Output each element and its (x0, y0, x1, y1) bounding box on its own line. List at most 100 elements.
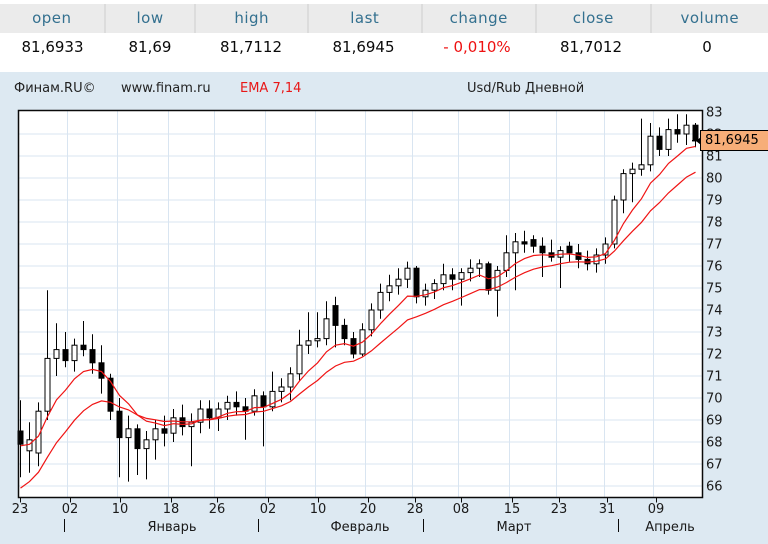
volume-value: 0 (702, 38, 712, 56)
open-value: 81,6933 (21, 38, 84, 56)
y-axis-label: 71 (706, 370, 723, 385)
close-value: 81,7012 (559, 38, 623, 56)
candle-body (638, 164, 645, 170)
candle-body (143, 439, 150, 450)
change-value: - 0,010% (443, 38, 511, 56)
quote-col-high: high (196, 4, 307, 33)
candle-body (431, 283, 438, 291)
candle-body (53, 349, 60, 359)
quote-col-open: open (0, 4, 104, 33)
candle-body (683, 124, 690, 135)
y-axis-label: 76 (706, 260, 723, 275)
plot-border (17, 109, 704, 499)
candle-body (206, 408, 213, 419)
quote-col-volume: volume (651, 4, 768, 33)
month-label: Февраль (330, 520, 389, 535)
y-axis-label: 72 (706, 348, 723, 363)
candle-body (566, 245, 573, 254)
candle-body (116, 410, 123, 439)
candle-body (611, 199, 618, 245)
ema-indicator-label: EMA 7,14 (240, 81, 302, 96)
candle-body (269, 390, 276, 408)
candle-body (62, 349, 69, 362)
x-axis-label: 10 (112, 502, 129, 517)
candle-body (458, 272, 465, 280)
candle-body (332, 305, 339, 326)
candle-body (224, 401, 231, 410)
candle-body (512, 241, 519, 254)
candle-body (647, 135, 654, 166)
x-axis-label: 02 (62, 502, 79, 517)
candle-body (314, 338, 321, 342)
candle-body (503, 252, 510, 271)
candle-body (395, 278, 402, 287)
candle-body (161, 428, 168, 434)
candle-body (593, 254, 600, 265)
plot-area (18, 110, 703, 498)
candle-body (674, 129, 681, 135)
finam-site-link[interactable]: www.finam.ru (121, 81, 211, 96)
x-axis-label: 15 (504, 502, 521, 517)
candle-body (98, 362, 105, 379)
month-label: Март (496, 520, 531, 535)
candle-body (296, 344, 303, 375)
candle-body (494, 269, 501, 291)
candle-body (521, 241, 528, 245)
candle-body (656, 135, 663, 150)
low-value: 81,69 (128, 38, 172, 56)
month-label: Январь (147, 520, 196, 535)
x-axis-label: 23 (551, 502, 568, 517)
candle-body (440, 274, 447, 285)
candle-body (125, 428, 132, 439)
last-value: 81,6945 (332, 38, 395, 56)
y-axis-label: 77 (706, 238, 723, 253)
candle-body (26, 439, 33, 452)
month-label: Апрель (645, 520, 695, 535)
high-value: 81,7112 (219, 38, 283, 56)
quote-values-row: 81,6933 81,69 81,7112 81,6945 - 0,010% 8… (0, 33, 768, 63)
x-axis-label: 02 (260, 502, 277, 517)
x-axis-label: 09 (648, 502, 665, 517)
candle-body (44, 357, 51, 412)
candle-body (107, 377, 114, 412)
candle-body (287, 373, 294, 388)
candle-body (170, 417, 177, 434)
y-axis-label: 81 (706, 150, 723, 165)
quote-col-close: close (537, 4, 650, 33)
candle-body (152, 428, 159, 441)
quote-col-change: change (422, 4, 536, 33)
y-axis-label: 73 (706, 326, 723, 341)
y-axis-label: 83 (706, 106, 723, 121)
candle-body (71, 344, 78, 362)
candle-body (323, 318, 330, 340)
candle-body (233, 401, 240, 408)
candle-body (629, 168, 636, 175)
y-axis-label: 68 (706, 436, 723, 451)
x-axis-label: 20 (360, 502, 377, 517)
candle-body (485, 263, 492, 291)
candle-body (134, 428, 141, 450)
candle-body (305, 340, 312, 346)
candle-body (377, 291, 384, 311)
candle-body (404, 267, 411, 280)
ema14-line (20, 171, 696, 489)
candle-body (386, 285, 393, 293)
candle-body (476, 263, 483, 269)
candle-body (539, 245, 546, 254)
candle-body (413, 267, 420, 298)
x-axis-label: 28 (407, 502, 424, 517)
ema7-line (20, 145, 696, 447)
x-axis-label: 18 (163, 502, 180, 517)
quote-col-last: last (308, 4, 421, 33)
y-axis-label: 78 (706, 216, 723, 231)
candle-body (278, 386, 285, 392)
last-price-label: 81,6945 (696, 130, 768, 151)
candle-body (368, 309, 375, 331)
candle-body (467, 267, 474, 274)
candle-body (449, 274, 456, 280)
y-axis-label: 66 (706, 480, 723, 495)
y-axis-label: 70 (706, 392, 723, 407)
candle-body (341, 324, 348, 340)
